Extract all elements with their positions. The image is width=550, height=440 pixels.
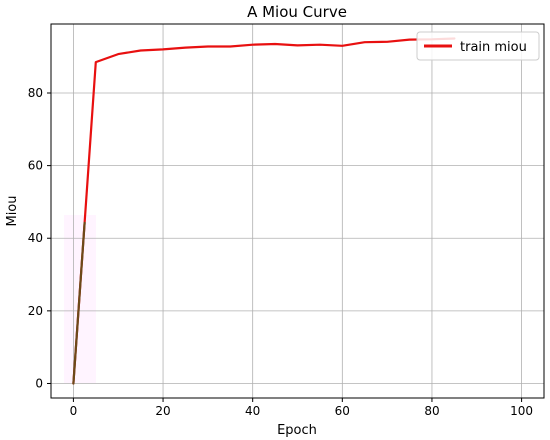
series-layer (72, 37, 456, 385)
chart-title: A Miou Curve (247, 3, 347, 21)
x-tick-label: 20 (155, 404, 170, 418)
x-tick-label: 80 (424, 404, 439, 418)
x-axis-label: Epoch (277, 423, 317, 438)
y-tick-label: 40 (28, 231, 43, 245)
legend-label-train-miou: train miou (460, 40, 527, 55)
grid-layer (51, 24, 544, 398)
y-tick-label: 0 (35, 376, 43, 390)
plot-frame (50, 23, 545, 399)
y-tick-label: 60 (28, 159, 43, 173)
y-tick-label: 20 (28, 304, 43, 318)
y-axis-label: Miou (5, 195, 20, 226)
x-tick-label: 60 (335, 404, 350, 418)
x-tick-label: 0 (70, 404, 78, 418)
y-tick-label: 80 (28, 86, 43, 100)
x-tick-label: 100 (510, 404, 533, 418)
series-initial-segment (72, 221, 86, 385)
tick-layer: 0 20 40 60 80 100 0 20 40 60 80 (28, 86, 533, 418)
legend-box (416, 31, 540, 61)
series-line-train-miou (72, 37, 456, 385)
x-tick-label: 40 (245, 404, 260, 418)
legend: train miou (416, 31, 540, 61)
